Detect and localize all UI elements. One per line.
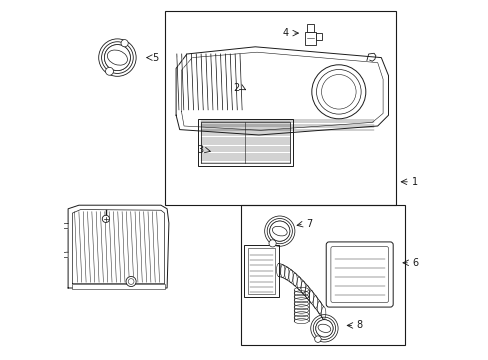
Circle shape (315, 320, 332, 337)
Polygon shape (72, 210, 164, 284)
Circle shape (104, 45, 130, 71)
Bar (247, 248, 275, 294)
Text: 8: 8 (355, 320, 362, 330)
Circle shape (314, 336, 321, 342)
Bar (244, 245, 278, 297)
Text: 7: 7 (305, 219, 311, 229)
Bar (200, 122, 289, 163)
Bar (305, 32, 315, 45)
Circle shape (121, 40, 128, 47)
Polygon shape (61, 252, 68, 257)
Bar (165, 11, 395, 205)
Circle shape (311, 65, 365, 119)
Circle shape (105, 67, 113, 75)
Text: 2: 2 (232, 83, 239, 93)
Text: 3: 3 (197, 145, 203, 156)
Text: 1: 1 (411, 177, 417, 187)
Bar (315, 33, 322, 40)
Polygon shape (61, 223, 68, 229)
Circle shape (268, 240, 276, 247)
Circle shape (102, 215, 109, 222)
Text: 5: 5 (152, 53, 158, 63)
Circle shape (269, 221, 289, 241)
Bar (306, 24, 313, 32)
Bar (241, 205, 404, 345)
Polygon shape (68, 205, 168, 288)
Bar (197, 119, 292, 166)
Text: 6: 6 (411, 258, 417, 268)
Polygon shape (176, 47, 387, 135)
Circle shape (126, 276, 136, 287)
Bar (72, 284, 164, 289)
FancyBboxPatch shape (325, 242, 392, 307)
Text: 4: 4 (282, 28, 288, 38)
